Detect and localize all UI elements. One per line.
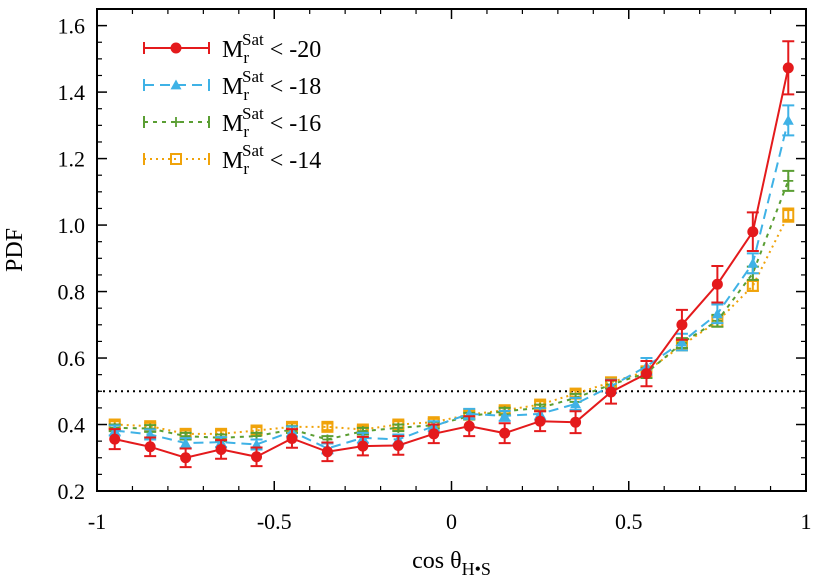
data-point — [144, 441, 156, 453]
series-2 — [108, 169, 795, 445]
legend-entry-3: MrSat < -14 — [143, 141, 321, 178]
y-tick-label: 1.4 — [58, 80, 86, 105]
x-tick-label: 0 — [446, 509, 457, 534]
data-point — [393, 422, 404, 433]
series-3 — [108, 207, 795, 440]
legend-label: MrSat < -18 — [222, 67, 321, 104]
data-point — [782, 114, 794, 125]
data-point — [499, 427, 511, 439]
data-point — [711, 308, 723, 319]
legend-label: MrSat < -20 — [222, 30, 321, 67]
y-tick-label: 1.6 — [58, 14, 86, 39]
data-point — [782, 209, 795, 222]
data-point — [640, 368, 652, 380]
data-point — [109, 433, 121, 445]
data-point — [747, 257, 759, 268]
x-tick-label: -1 — [88, 509, 106, 534]
data-point — [570, 398, 582, 409]
y-tick-label: 0.6 — [58, 346, 86, 371]
data-point — [747, 226, 759, 238]
legend-entry-0: MrSat < -20 — [143, 30, 321, 67]
legend-errorbar-caps — [143, 153, 210, 165]
legend-marker — [170, 42, 182, 54]
x-axis-label: cos θH•S — [412, 548, 491, 579]
data-point — [782, 62, 794, 74]
data-point — [144, 428, 156, 439]
data-point — [321, 446, 333, 458]
data-point — [180, 452, 192, 464]
legend-marker — [170, 153, 182, 165]
legend-errorbar-caps — [143, 79, 210, 91]
x-tick-label: 0.5 — [615, 509, 643, 534]
data-point — [676, 319, 688, 331]
y-tick-label: 0.4 — [58, 413, 86, 438]
data-point — [251, 451, 263, 463]
data-point — [463, 420, 475, 432]
data-point — [676, 336, 688, 347]
legend-label: MrSat < -16 — [222, 104, 321, 141]
data-point — [711, 278, 723, 290]
data-point — [783, 175, 794, 186]
data-point — [321, 420, 334, 433]
data-point — [180, 437, 192, 448]
data-point — [286, 432, 298, 444]
y-tick-label: 1.0 — [58, 213, 86, 238]
x-tick-label: -0.5 — [257, 509, 292, 534]
y-axis-label: PDF — [2, 228, 28, 272]
legend-errorbar-caps — [143, 42, 210, 54]
ticks-layer: -1 -0.5 0 0.5 1 0.2 0.4 0.6 0.8 1.0 1.2 1.4 1.6 — [58, 9, 812, 534]
data-point — [215, 443, 227, 455]
data-point — [534, 415, 546, 427]
series-line — [114, 67, 790, 459]
data-point — [251, 438, 263, 449]
x-tick-label: 1 — [801, 509, 812, 534]
data-point — [428, 428, 440, 440]
series-1 — [108, 104, 795, 455]
data-point — [605, 386, 617, 398]
data-point — [570, 416, 582, 428]
series-line — [114, 120, 790, 450]
legend-marker — [171, 117, 181, 127]
data-point — [357, 440, 369, 452]
y-tick-label: 0.8 — [58, 280, 86, 305]
series-layer — [108, 40, 795, 469]
y-tick-label: 1.2 — [58, 147, 86, 172]
data-point — [499, 410, 511, 421]
plot-frame — [96, 8, 807, 492]
legend-marker — [170, 79, 182, 90]
y-tick-label: 0.2 — [58, 479, 86, 504]
legend-entry-1: MrSat < -18 — [143, 67, 321, 104]
data-point — [392, 439, 404, 451]
legend-label: MrSat < -14 — [222, 141, 321, 178]
series-0 — [108, 40, 795, 469]
legend-errorbar-caps — [143, 116, 210, 128]
legend-entry-2: MrSat < -16 — [143, 104, 321, 141]
